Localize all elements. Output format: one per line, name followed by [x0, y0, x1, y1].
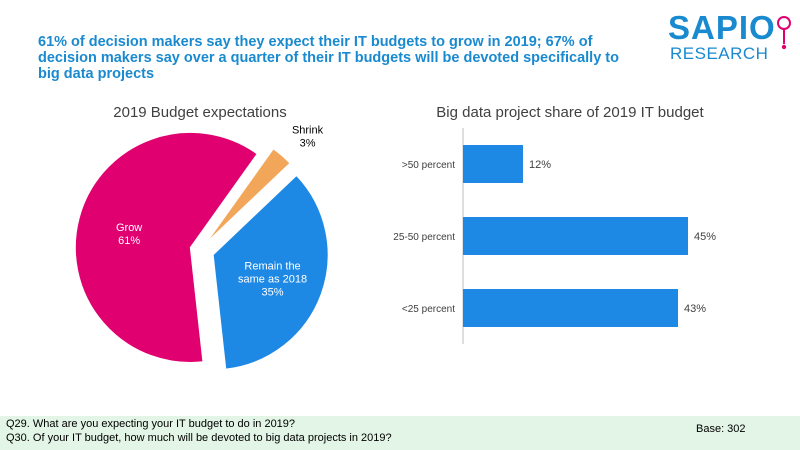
logo-wordmark-top: SAPIO: [668, 9, 776, 46]
bar-0: [463, 145, 523, 183]
pie-label-2-line-1: same as 2018: [238, 274, 307, 286]
bar-category-label-1: 25-50 percent: [393, 232, 455, 243]
question-q30: Q30. Of your IT budget, how much will be…: [6, 432, 392, 444]
pie-slice-remain: [212, 174, 329, 370]
bar-category-label-0: >50 percent: [402, 160, 455, 171]
lightbulb-icon: [777, 16, 791, 50]
bar-chart-title: Big data project share of 2019 IT budget: [436, 104, 704, 121]
bar-value-label-1: 45%: [694, 231, 716, 243]
pie-label-2-line-0: Remain the: [244, 261, 300, 273]
pie-slice-grow: [74, 131, 258, 363]
pie-value-label-1: 3%: [300, 138, 316, 150]
bar-value-label-2: 43%: [684, 303, 706, 315]
logo-wordmark-bottom: RESEARCH: [670, 44, 769, 63]
bar-category-label-2: <25 percent: [402, 304, 455, 315]
sapio-research-logo: SAPIO RESEARCH: [668, 10, 792, 66]
pie-slice-shrink: [206, 148, 291, 243]
pie-value-label-2: 35%: [262, 287, 284, 299]
bar-1: [463, 217, 688, 255]
bar-value-label-0: 12%: [529, 159, 551, 171]
bar-2: [463, 289, 678, 327]
pie-label-0-line-0: Grow: [116, 222, 142, 234]
pie-label-1-line-0: Shrink: [292, 125, 324, 137]
pie-value-label-0: 61%: [118, 235, 140, 247]
base-count: Base: 302: [696, 423, 746, 435]
footer-band: [0, 416, 800, 450]
question-q29: Q29. What are you expecting your IT budg…: [6, 418, 296, 430]
headline: 61% of decision makers say they expect t…: [38, 34, 619, 82]
pie-chart-title: 2019 Budget expectations: [113, 104, 287, 121]
